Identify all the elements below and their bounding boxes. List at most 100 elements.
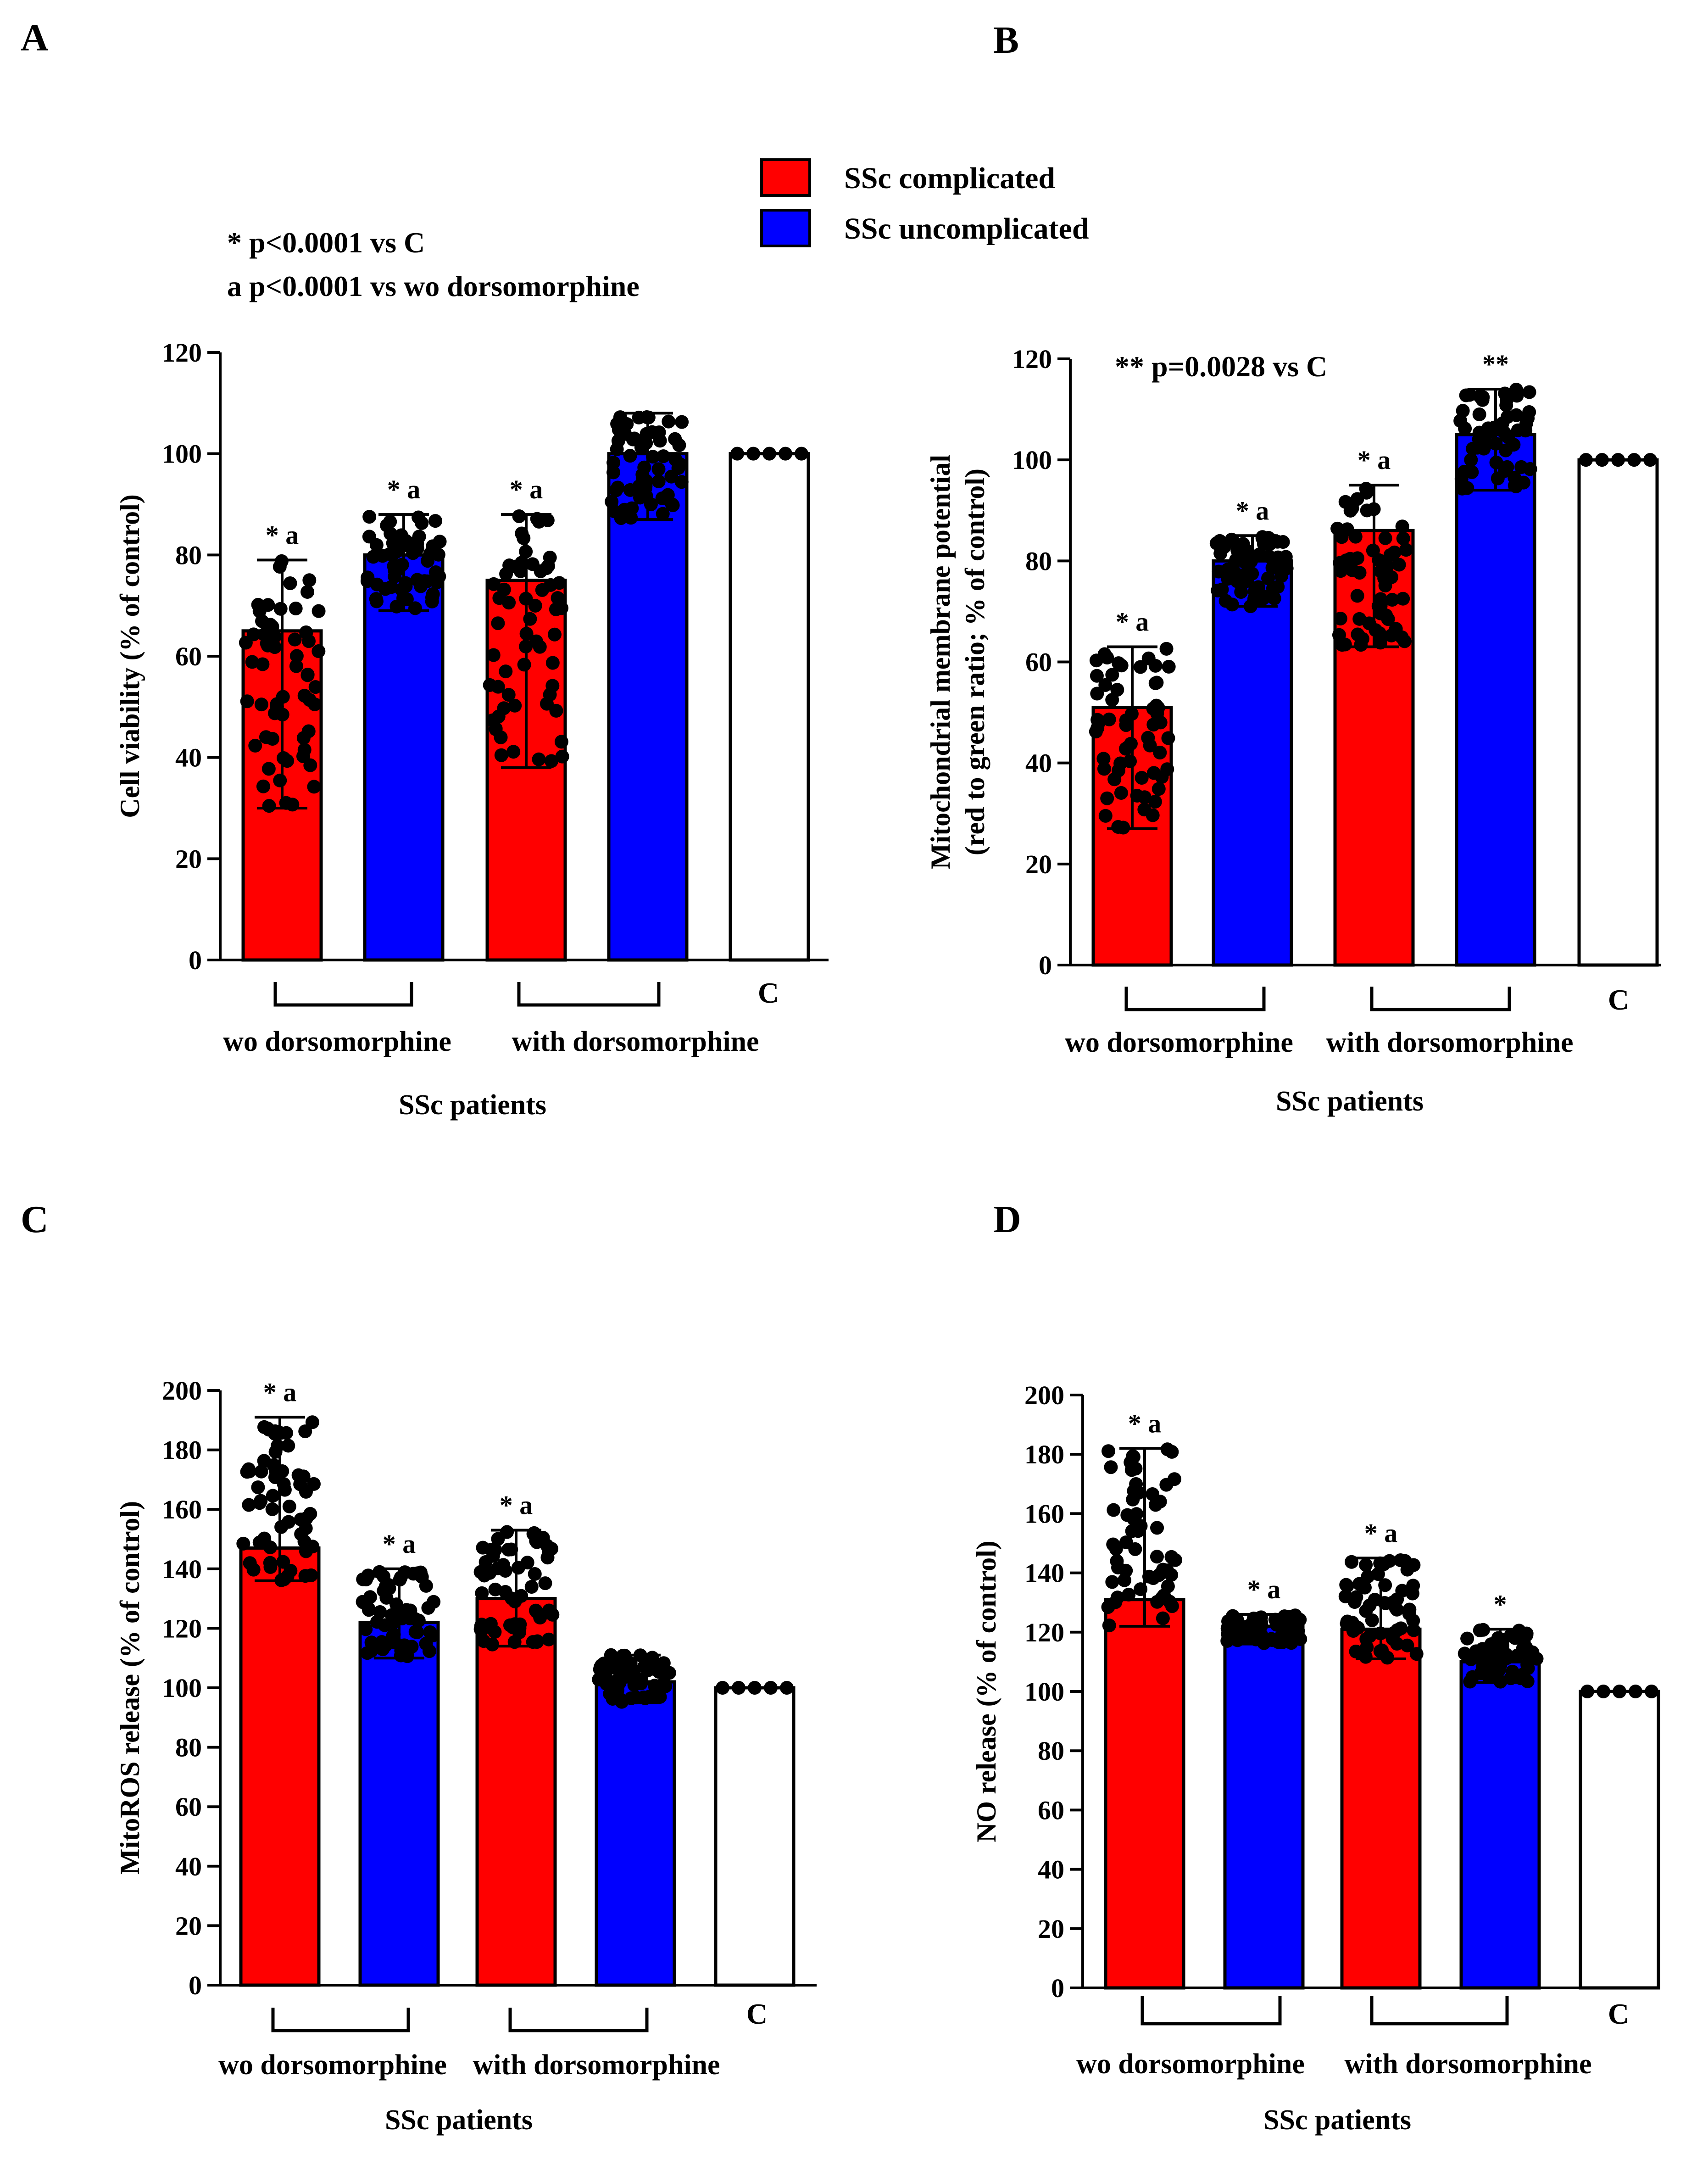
bar-group: **: [1453, 349, 1537, 967]
data-point: [511, 1561, 525, 1575]
data-point: [1150, 1521, 1164, 1535]
data-point: [239, 636, 253, 650]
panel-c: C 0 20 40 60 80 100 120 140 160 180 200 MitoROS rele…: [21, 1198, 817, 2136]
data-point: [1595, 453, 1609, 467]
data-point: [542, 1603, 556, 1618]
data-point: [1274, 562, 1288, 576]
data-point: [1504, 1628, 1518, 1642]
data-point: [398, 576, 412, 590]
data-point: [542, 1632, 556, 1646]
data-point: [499, 664, 513, 679]
group-bracket: [1124, 987, 1266, 1011]
data-point: [1150, 675, 1164, 690]
data-point: [732, 1681, 746, 1695]
data-point: [497, 701, 511, 715]
y-tick-label: 200: [162, 1376, 202, 1406]
bar-group: * a: [356, 1529, 441, 1987]
data-point: [380, 519, 394, 533]
data-point: [1499, 443, 1513, 458]
data-point: [1111, 820, 1125, 834]
bar-group: [605, 410, 689, 962]
data-point: [1396, 531, 1410, 546]
data-point: [1362, 616, 1376, 631]
data-point: [270, 699, 284, 714]
data-point: [1129, 1507, 1144, 1521]
data-point: [1516, 1667, 1530, 1681]
data-point: [1491, 1636, 1506, 1651]
data-point: [1379, 608, 1393, 623]
y-tick-label: 200: [1024, 1380, 1064, 1410]
data-point: [304, 1568, 318, 1582]
data-point: [406, 536, 420, 551]
data-point: [1156, 1563, 1170, 1577]
x-axis-label: SSc patients: [1276, 1086, 1424, 1117]
data-point: [1409, 1647, 1424, 1661]
y-axis-label: Cell viability (% of control): [115, 494, 145, 818]
data-point: [529, 1605, 544, 1619]
data-point: [1476, 1660, 1490, 1674]
data-point: [1127, 1484, 1141, 1498]
data-point: [606, 465, 621, 480]
panel-note: * p<0.0001 vs C: [227, 226, 425, 259]
data-point: [1109, 1542, 1123, 1556]
data-point: [1355, 632, 1369, 646]
control-label: C: [1608, 1998, 1629, 2030]
data-point: [276, 1555, 290, 1569]
data-point: [528, 598, 542, 613]
data-point: [1129, 1462, 1143, 1476]
data-point: [1498, 464, 1512, 478]
data-point: [1393, 1553, 1408, 1568]
data-point: [307, 780, 321, 794]
legend-item: SSc uncomplicated: [760, 209, 1089, 247]
data-point: [359, 1622, 373, 1636]
data-point: [252, 1535, 267, 1550]
data-point: [262, 799, 276, 813]
bar-group: * a: [1101, 1408, 1185, 1990]
panel-label: B: [993, 19, 1019, 61]
data-point: [1114, 659, 1129, 673]
y-tick-label: 120: [162, 1613, 202, 1643]
data-point: [1460, 1631, 1474, 1646]
data-point: [1458, 1646, 1472, 1661]
data-point: [544, 578, 558, 592]
data-point: [1332, 628, 1346, 642]
data-point: [257, 1454, 271, 1468]
y-tick-label: 60: [1038, 1795, 1064, 1825]
data-point: [1456, 404, 1470, 418]
data-point: [1350, 589, 1364, 603]
data-point: [1406, 1579, 1420, 1593]
data-point: [668, 452, 683, 467]
significance-label: * a: [263, 1377, 297, 1407]
data-point: [496, 1558, 511, 1572]
data-point: [528, 1567, 542, 1581]
data-point: [656, 507, 670, 521]
panel-note: a p<0.0001 vs wo dorsomorphine: [227, 270, 640, 302]
data-point: [1611, 453, 1625, 467]
data-point: [1164, 1550, 1179, 1564]
group-label: with dorsomorphine: [512, 1026, 759, 1057]
y-tick-label: 100: [162, 439, 202, 469]
data-point: [1102, 1618, 1116, 1633]
significance-label: * a: [500, 1490, 533, 1520]
data-point: [610, 1683, 624, 1697]
data-point: [504, 1542, 518, 1557]
data-point: [621, 506, 635, 520]
data-point: [280, 754, 295, 768]
panel-label: C: [21, 1198, 49, 1241]
data-point: [665, 497, 679, 512]
y-tick-label: 160: [1024, 1499, 1064, 1529]
data-point: [1119, 1563, 1133, 1578]
group-bracket: [271, 2008, 410, 2032]
y-tick-label: 40: [1038, 1855, 1064, 1885]
data-point: [1351, 1621, 1365, 1635]
data-point: [1135, 771, 1149, 785]
data-point: [408, 601, 422, 615]
y-tick-label: 40: [175, 1852, 202, 1881]
data-point: [1137, 790, 1152, 804]
data-point: [259, 730, 273, 744]
y-tick-label: 60: [175, 1792, 202, 1822]
data-point: [422, 1644, 436, 1658]
x-axis-label: SSc patients: [385, 2104, 533, 2136]
significance-label: **: [1482, 349, 1509, 379]
bar-group: * a: [473, 1490, 560, 1987]
